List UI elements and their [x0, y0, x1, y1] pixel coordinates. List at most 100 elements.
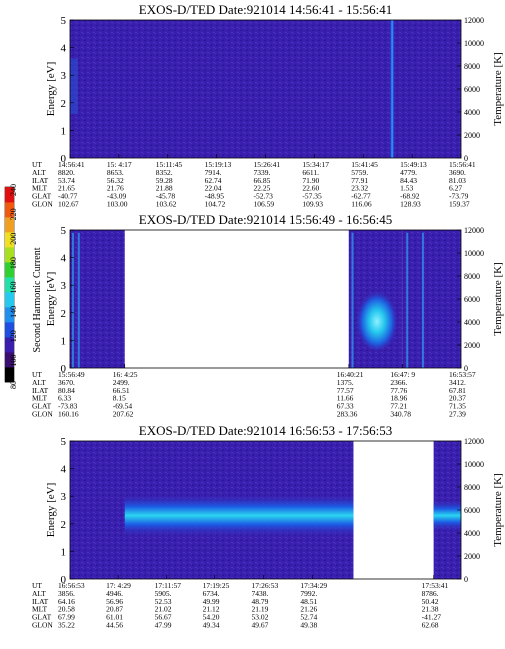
table-cell: 67.99: [58, 613, 75, 622]
streak: [351, 232, 354, 368]
table-cell: 3670.: [58, 378, 75, 387]
y-tick-label: 4: [61, 464, 67, 476]
y2-tick-label: 12000: [464, 16, 484, 25]
table-cell: 81.03: [449, 176, 466, 185]
table-cell: 159.37: [449, 200, 470, 209]
table-cell: 16: 4:25: [113, 370, 138, 379]
table-cell: 56.96: [106, 597, 123, 606]
table-cell: 20.58: [58, 605, 75, 614]
table-cell: 8352.: [156, 168, 173, 177]
y2-tick-label: 12000: [464, 437, 484, 446]
table-cell: 44.56: [106, 621, 123, 630]
colorbar-swatch: [5, 262, 14, 278]
table-cell: 47.99: [155, 621, 172, 630]
table-cell: 80.84: [58, 386, 75, 395]
y2-tick-label: 6000: [464, 506, 480, 515]
row-label: ALT: [32, 378, 46, 387]
table-cell: 53.02: [252, 613, 269, 622]
y-tick-label: 3: [61, 70, 67, 82]
y2-tick-label: 6000: [464, 295, 480, 304]
table-cell: 20.87: [106, 605, 123, 614]
y2-tick-label: 12000: [464, 226, 484, 235]
table-cell: 48.79: [252, 597, 269, 606]
y-axis-label: Energy [eV]: [45, 272, 57, 326]
row-label: MLT: [32, 394, 48, 403]
table-cell: 15:41:45: [351, 160, 378, 169]
colorbar-swatch: [5, 337, 14, 353]
row-label: UT: [32, 581, 42, 590]
table-cell: 15:34:17: [302, 160, 329, 169]
row-label: GLAT: [32, 402, 52, 411]
colorbar-tick-label: 220: [9, 208, 18, 220]
table-cell: 59.28: [156, 176, 173, 185]
table-cell: 6.27: [449, 184, 462, 193]
table-cell: 23.32: [351, 184, 368, 193]
y2-tick-label: 2000: [464, 131, 480, 140]
table-cell: 17:11:57: [155, 581, 182, 590]
colorbar-label: Second Harmonic Current: [32, 247, 43, 352]
table-cell: 7914.: [205, 168, 222, 177]
y-tick-label: 4: [61, 43, 67, 55]
y-tick-label: 5: [61, 436, 67, 448]
y2-tick-label: 10000: [464, 249, 484, 258]
table-cell: 340.78: [390, 410, 411, 419]
table-cell: -62.77: [351, 192, 371, 201]
table-cell: 11.66: [337, 394, 354, 403]
row-label: MLT: [32, 605, 48, 614]
y2-tick-label: 2000: [464, 341, 480, 350]
table-cell: 27.39: [449, 410, 466, 419]
table-cell: 6734.: [203, 589, 220, 598]
table-cell: 49.34: [203, 621, 220, 630]
spectrogram-segment: [402, 230, 461, 368]
low-energy-feature: [70, 58, 78, 114]
y2-tick-label: 8000: [464, 483, 480, 492]
table-cell: 49.67: [252, 621, 269, 630]
table-cell: 6611.: [302, 168, 319, 177]
table-cell: 15:56:49: [58, 370, 85, 379]
table-cell: 8.15: [113, 394, 126, 403]
table-cell: 16:47: 9: [390, 370, 415, 379]
y2-tick-label: 4000: [464, 529, 480, 538]
table-cell: 4779.: [400, 168, 417, 177]
table-cell: 52.74: [300, 613, 317, 622]
table-cell: 207.62: [113, 410, 134, 419]
table-cell: 283.36: [337, 410, 358, 419]
colorbar-tick-label: 120: [9, 330, 18, 342]
table-cell: -40.77: [58, 192, 78, 201]
table-cell: -57.35: [302, 192, 322, 201]
table-cell: 48.51: [300, 597, 317, 606]
table-cell: 52.53: [155, 597, 172, 606]
table-cell: 21.02: [155, 605, 172, 614]
table-cell: 6.33: [58, 394, 71, 403]
table-cell: 106.59: [254, 200, 275, 209]
table-cell: -45.78: [156, 192, 176, 201]
table-cell: 22.25: [254, 184, 271, 193]
table-cell: 8653.: [107, 168, 124, 177]
table-cell: 7992.: [300, 589, 317, 598]
table-cell: 15: 4:17: [107, 160, 132, 169]
ion-band-end: [433, 498, 461, 533]
table-cell: 3856.: [58, 589, 75, 598]
y2-tick-label: 10000: [464, 39, 484, 48]
table-cell: 17:19:25: [203, 581, 230, 590]
y2-tick-label: 0: [464, 364, 468, 373]
table-cell: 5905.: [155, 589, 172, 598]
colorbar-tick-label: 140: [9, 306, 18, 318]
colorbar-tick-label: 160: [9, 282, 18, 294]
table-cell: 160.16: [58, 410, 79, 419]
panel-3: EXOS-D/TED Date:921014 16:56:53 - 17:56:…: [32, 423, 504, 630]
table-cell: -69.54: [113, 402, 133, 411]
colorbar-swatch: [5, 217, 14, 233]
table-cell: -73.79: [449, 192, 469, 201]
y2-tick-label: 4000: [464, 318, 480, 327]
table-cell: 3690.: [449, 168, 466, 177]
table-cell: 56.67: [155, 613, 172, 622]
table-cell: 17:53:41: [422, 581, 449, 590]
ion-band: [124, 493, 354, 538]
table-cell: 77.91: [351, 176, 368, 185]
y2-tick-label: 8000: [464, 62, 480, 71]
table-cell: 116.06: [351, 200, 372, 209]
row-label: GLON: [32, 200, 53, 209]
table-cell: 2366.: [390, 378, 407, 387]
